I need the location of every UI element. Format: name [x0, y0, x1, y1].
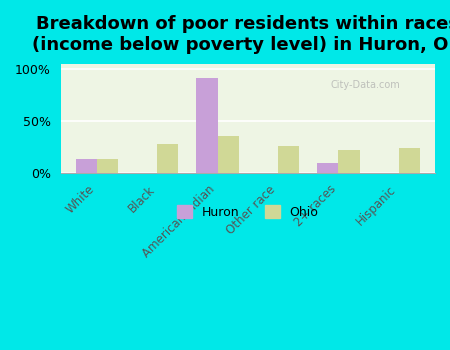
Title: Breakdown of poor residents within races
(income below poverty level) in Huron, : Breakdown of poor residents within races…: [32, 15, 450, 54]
Text: City-Data.com: City-Data.com: [330, 80, 400, 90]
Legend: Huron, Ohio: Huron, Ohio: [172, 200, 324, 224]
Bar: [97, 159, 118, 173]
Bar: [218, 135, 239, 173]
Bar: [317, 163, 338, 173]
Bar: [399, 148, 420, 173]
Bar: [197, 78, 218, 173]
Bar: [338, 150, 360, 173]
Bar: [157, 144, 178, 173]
Bar: [278, 146, 299, 173]
Bar: [76, 159, 97, 173]
